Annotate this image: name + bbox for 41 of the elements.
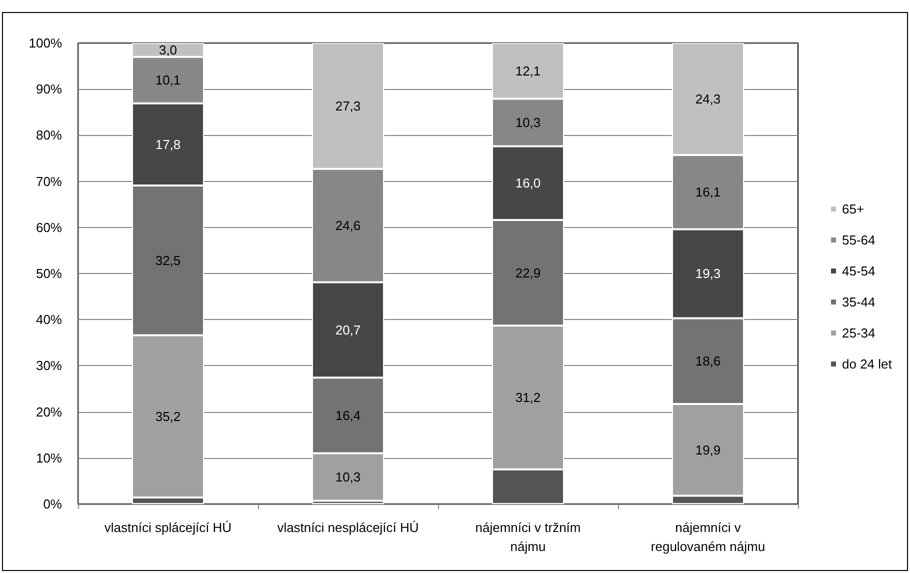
y-tick-label: 30% — [36, 358, 62, 374]
y-tick-label: 40% — [36, 312, 62, 328]
legend-label: do 24 let — [842, 356, 892, 372]
y-tick-label: 100% — [28, 36, 62, 50]
data-label: 12,1 — [515, 63, 541, 78]
data-label: 16,0 — [515, 176, 541, 191]
data-label: 19,3 — [695, 266, 721, 282]
data-label: 32,5 — [155, 252, 181, 268]
data-label: 35,2 — [155, 408, 181, 424]
data-label: 16,1 — [695, 184, 721, 200]
data-label: 22,9 — [515, 265, 541, 280]
y-tick-label: 20% — [36, 404, 62, 420]
data-label: 27,3 — [335, 98, 361, 114]
legend-label: 25-34 — [842, 326, 876, 340]
legend-label: 35-44 — [842, 294, 876, 310]
y-tick-label: 70% — [36, 174, 62, 189]
data-label: 24,6 — [335, 218, 361, 234]
y-tick-label: 0% — [43, 496, 62, 512]
data-label: 10,3 — [335, 470, 361, 485]
x-tick-label: nájemníci v regulovaném nájmu — [650, 520, 766, 554]
legend-label: 65+ — [842, 202, 864, 216]
data-label: 31,2 — [515, 390, 541, 406]
data-label: 3,0 — [158, 42, 178, 58]
data-label: 18,6 — [695, 354, 721, 369]
data-label: 17,8 — [155, 136, 181, 152]
y-tick-label: 90% — [36, 82, 62, 97]
legend-label: 45-54 — [842, 264, 876, 278]
y-tick-label: 60% — [36, 220, 62, 235]
y-tick-label: 50% — [36, 266, 62, 281]
x-tick-label: nájemníci v tržním nájmu — [475, 520, 581, 554]
data-label: 24,3 — [695, 92, 721, 107]
data-label: 10,3 — [515, 115, 541, 130]
data-label: 20,7 — [335, 322, 361, 338]
data-label: 16,4 — [335, 408, 361, 423]
y-tick-label: 80% — [36, 128, 62, 143]
x-tick-label: vlastníci splácející HÚ — [104, 520, 232, 535]
data-label: 19,9 — [695, 442, 721, 458]
x-tick-label: vlastníci nesplácející HÚ — [277, 520, 419, 535]
data-label: 10,1 — [155, 72, 181, 88]
y-tick-label: 10% — [36, 450, 62, 466]
legend-label: 55-64 — [842, 232, 876, 248]
